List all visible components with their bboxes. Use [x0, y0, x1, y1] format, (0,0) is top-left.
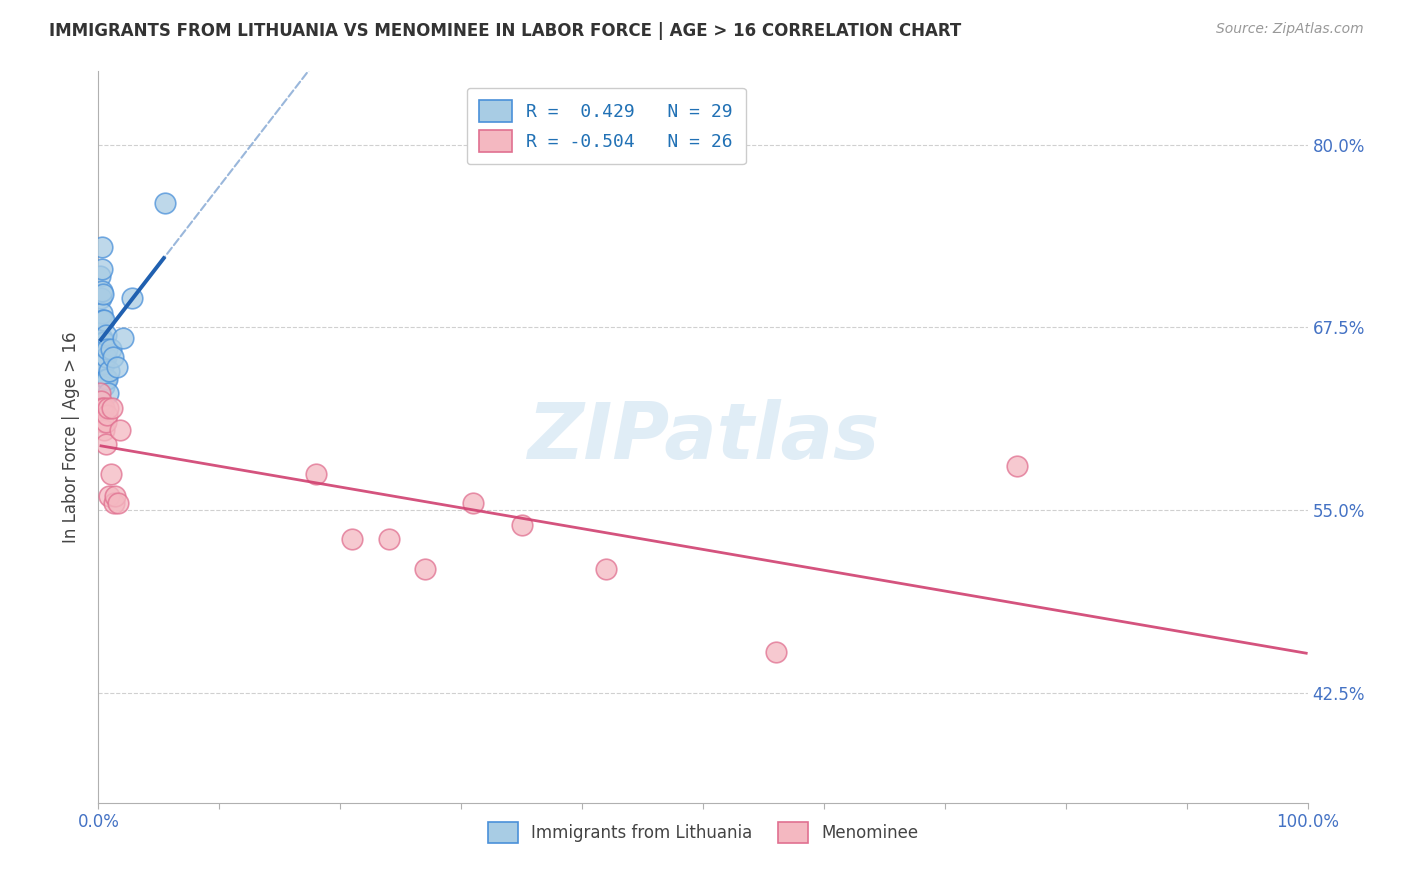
Y-axis label: In Labor Force | Age > 16: In Labor Force | Age > 16: [62, 331, 80, 543]
Point: [90, 393, 112, 408]
Point: [108, 423, 131, 437]
Point: [90, 313, 112, 327]
Point: [100, 343, 122, 357]
Point: [94, 350, 117, 364]
Point: [377, 533, 399, 547]
Point: [105, 359, 128, 374]
Point: [93, 334, 115, 349]
Point: [463, 496, 485, 510]
Point: [342, 533, 364, 547]
Point: [91, 401, 114, 415]
Point: [107, 496, 129, 510]
Point: [91, 286, 114, 301]
Text: Source: ZipAtlas.com: Source: ZipAtlas.com: [1216, 22, 1364, 37]
Point: [97, 386, 120, 401]
Legend: Immigrants from Lithuania, Menominee: Immigrants from Lithuania, Menominee: [481, 815, 925, 849]
Point: [305, 467, 328, 481]
Point: [100, 401, 122, 415]
Point: [101, 350, 124, 364]
Text: ZIPatlas: ZIPatlas: [527, 399, 879, 475]
Point: [96, 371, 118, 385]
Point: [91, 240, 114, 254]
Point: [413, 562, 436, 576]
Point: [91, 334, 114, 349]
Point: [103, 496, 125, 510]
Point: [98, 364, 121, 378]
Point: [94, 416, 117, 430]
Point: [510, 517, 533, 532]
Point: [765, 645, 787, 659]
Point: [93, 401, 115, 415]
Point: [91, 306, 114, 320]
Point: [89, 269, 111, 284]
Point: [153, 196, 176, 211]
Point: [98, 489, 121, 503]
Point: [90, 291, 112, 305]
Point: [100, 467, 122, 481]
Point: [96, 343, 118, 357]
Point: [121, 291, 143, 305]
Point: [91, 416, 114, 430]
Point: [111, 330, 134, 344]
Text: IMMIGRANTS FROM LITHUANIA VS MENOMINEE IN LABOR FORCE | AGE > 16 CORRELATION CHA: IMMIGRANTS FROM LITHUANIA VS MENOMINEE I…: [49, 22, 962, 40]
Point: [93, 423, 115, 437]
Point: [97, 401, 120, 415]
Point: [96, 408, 118, 422]
Point: [91, 357, 114, 371]
Point: [94, 371, 117, 385]
Point: [104, 489, 127, 503]
Point: [93, 379, 115, 393]
Point: [91, 313, 114, 327]
Point: [91, 284, 114, 298]
Point: [1007, 459, 1029, 474]
Point: [93, 357, 115, 371]
Point: [91, 261, 114, 276]
Point: [89, 386, 111, 401]
Point: [94, 327, 117, 342]
Point: [93, 313, 115, 327]
Point: [595, 562, 617, 576]
Point: [91, 330, 114, 344]
Point: [94, 437, 117, 451]
